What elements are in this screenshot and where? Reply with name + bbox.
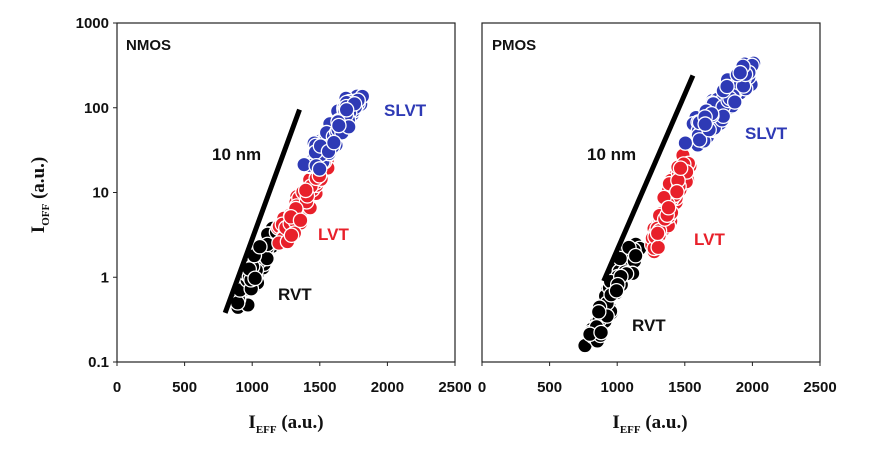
x-tick-label: 0	[113, 379, 121, 396]
y-tick-label: 1000	[76, 15, 109, 32]
x-tick-label: 1000	[601, 379, 634, 396]
x-tick-label: 500	[172, 379, 197, 396]
reference-line-label: 10 nm	[587, 145, 636, 164]
data-point-rvt	[593, 324, 609, 341]
series-label-slvt: SLVT	[384, 101, 427, 120]
data-point-slvt	[732, 64, 749, 81]
reference-line-label: 10 nm	[212, 145, 261, 164]
panel-title: NMOS	[126, 37, 171, 54]
plot-frame	[481, 22, 821, 363]
data-point-slvt	[338, 101, 355, 118]
data-point-rvt	[608, 282, 625, 299]
x-tick-label: 500	[537, 379, 562, 396]
x-axis-title-pmos: IEFF (a.u.)	[612, 412, 687, 436]
panel-title: PMOS	[492, 37, 536, 54]
y-tick-label: 10	[92, 185, 109, 202]
y-axis-title: IOFF (a.u.)	[28, 157, 52, 233]
data-point-lvt	[650, 239, 667, 256]
plot-frame	[116, 22, 456, 363]
data-point-rvt	[247, 270, 263, 287]
y-tick-label: 100	[84, 100, 109, 117]
data-point-lvt	[283, 227, 300, 244]
data-point-slvt	[677, 135, 694, 151]
data-point-slvt	[726, 94, 743, 110]
data-point-lvt	[297, 182, 314, 199]
data-point-rvt	[590, 304, 607, 320]
x-tick-label: 2500	[438, 379, 471, 396]
data-point-slvt	[330, 117, 347, 134]
x-axis-title-nmos: IEFF (a.u.)	[248, 412, 323, 436]
x-tick-label: 2500	[803, 379, 836, 396]
data-point-lvt	[672, 160, 689, 177]
x-tick-label: 1500	[668, 379, 701, 396]
x-tick-label: 1500	[303, 379, 336, 396]
y-tick-label: 1	[101, 269, 109, 286]
reference-line	[222, 108, 302, 314]
data-point-slvt	[697, 116, 714, 132]
series-label-lvt: LVT	[694, 230, 725, 249]
series-label-rvt: RVT	[632, 316, 666, 335]
data-point-rvt	[251, 238, 268, 255]
data-point-slvt	[326, 134, 342, 151]
x-tick-label: 0	[478, 379, 486, 396]
data-point-slvt	[691, 132, 708, 148]
data-point-slvt	[719, 78, 735, 95]
series-label-rvt: RVT	[278, 285, 312, 304]
reference-line	[601, 74, 696, 283]
series-label-slvt: SLVT	[745, 124, 788, 143]
data-point-slvt	[311, 161, 328, 177]
x-tick-label: 2000	[371, 379, 404, 396]
data-point-lvt	[669, 183, 685, 200]
series-label-lvt: LVT	[318, 225, 349, 244]
y-tick-label: 0.1	[88, 354, 109, 371]
nmos-panel: 0 500 1000 1500 2000 2500 0.1 1 10 100 1000 NMOS RVT…	[76, 15, 472, 396]
x-tick-label: 2000	[736, 379, 769, 396]
pmos-panel: 0 500 1000 1500 2000 2500 PMOS RVT LVT SLVT 10 nm	[478, 22, 837, 396]
data-point-lvt	[649, 225, 666, 242]
data-point-rvt	[627, 247, 644, 264]
data-point-lvt	[660, 199, 677, 216]
data-point-lvt	[292, 212, 309, 229]
x-tick-label: 1000	[236, 379, 269, 396]
